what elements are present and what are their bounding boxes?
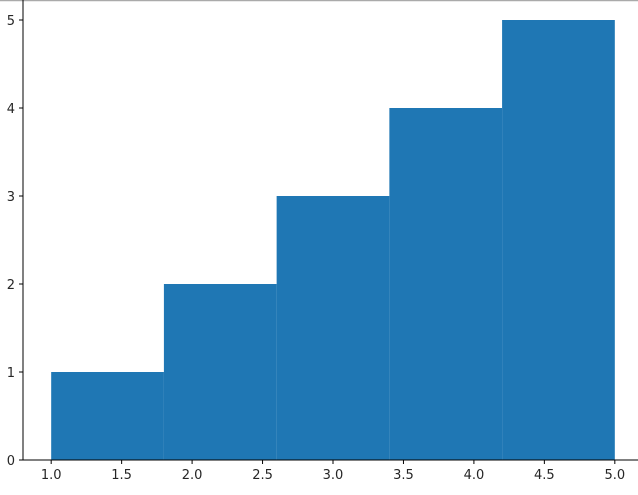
histogram-bar (276, 196, 390, 460)
histogram-bar (389, 108, 503, 460)
x-tick-label: 2.5 (252, 468, 273, 483)
x-tick-label: 4.0 (464, 468, 485, 483)
x-tick-label: 1.5 (111, 468, 132, 483)
y-tick-label: 1 (7, 366, 15, 381)
y-tick-label: 2 (7, 278, 15, 293)
y-tick-label: 4 (7, 102, 15, 117)
y-tick-label: 5 (7, 14, 15, 29)
x-tick-label: 3.5 (393, 468, 414, 483)
x-tick-label: 3.0 (323, 468, 344, 483)
histogram-bar (51, 372, 164, 460)
y-tick-label: 0 (7, 454, 15, 469)
x-tick-label: 5.0 (604, 468, 625, 483)
y-tick-label: 3 (7, 190, 15, 205)
histogram-bar (163, 284, 277, 460)
histogram-bar (502, 20, 615, 460)
x-tick-label: 1.0 (41, 468, 62, 483)
x-tick-label: 4.5 (534, 468, 555, 483)
x-tick-label: 2.0 (182, 468, 203, 483)
